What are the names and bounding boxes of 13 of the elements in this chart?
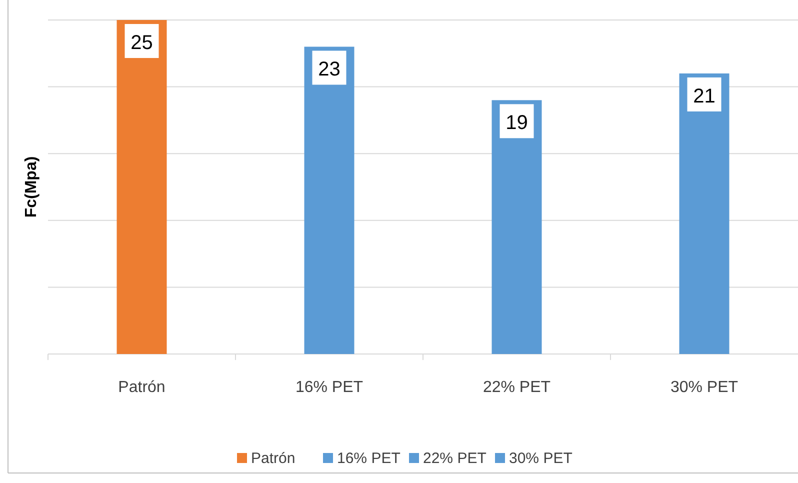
y-axis-title: Fc(Mpa) (23, 156, 40, 218)
data-label: 25 (130, 32, 153, 54)
x-tick-label: 16% PET (295, 379, 364, 396)
data-label: 23 (318, 58, 340, 81)
legend-label: 22% PET (423, 450, 486, 467)
legend-label: Patrón (251, 450, 296, 467)
data-label: 19 (506, 112, 528, 134)
legend-label: 30% PET (509, 450, 572, 467)
x-tick-label: Patrón (118, 379, 166, 396)
data-label: 21 (693, 85, 716, 108)
x-tick-label: 30% PET (670, 379, 738, 396)
x-tick-label: 22% PET (482, 379, 551, 396)
legend-label: 16% PET (337, 450, 400, 467)
